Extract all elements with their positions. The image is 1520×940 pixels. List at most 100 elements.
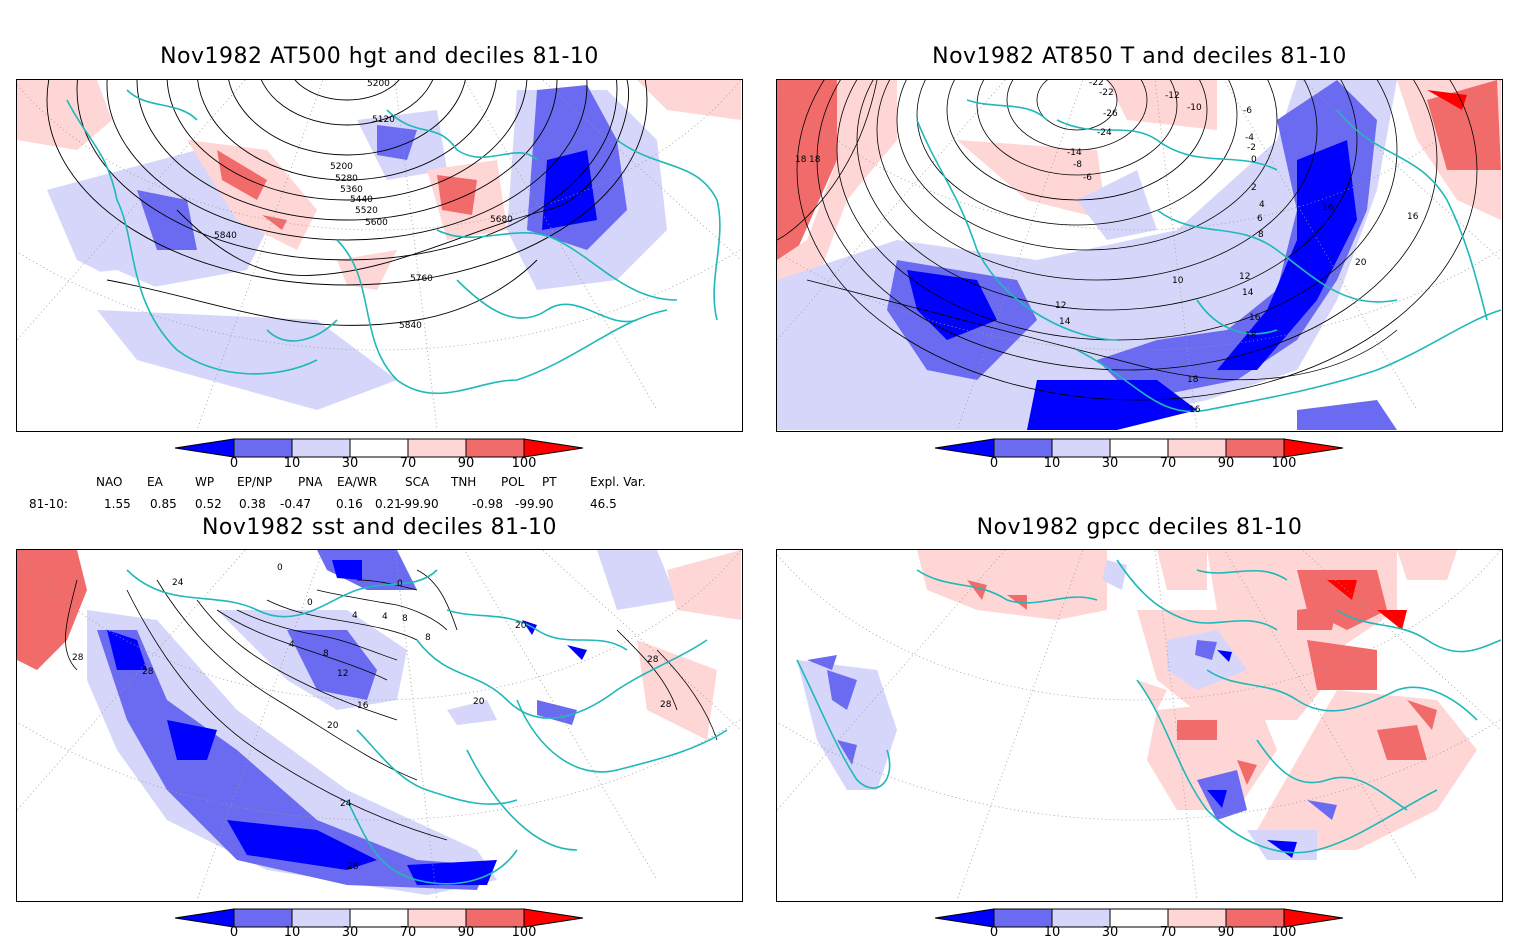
contour-label: 5840: [214, 231, 237, 241]
map-canvas-4: [777, 550, 1501, 900]
map-canvas-2: -22 -22 -26 -12 -10 -6 -24 -14 -8 -6 -4 …: [777, 80, 1501, 430]
cbar-swatch: [349, 438, 409, 458]
index-header: Expl. Var.: [590, 475, 646, 489]
index-header: EA: [147, 475, 163, 489]
colorbar-2-swatches: [934, 438, 1344, 458]
index-value: 0.52: [195, 497, 222, 511]
contour-label: 18: [809, 155, 821, 165]
cbar-tick: 70: [399, 925, 417, 940]
contour-label: 5760: [410, 274, 433, 284]
cbar-swatch: [291, 438, 351, 458]
contour-label: -8: [1073, 160, 1082, 170]
contour-label: 5440: [350, 195, 373, 205]
contour-label: 6: [1257, 214, 1263, 224]
contour-label: 20: [515, 621, 527, 631]
cbar-tick: 100: [1271, 925, 1297, 940]
cbar-swatch: [174, 438, 235, 458]
map-panel-4: [776, 549, 1503, 902]
contour-label: 20: [1355, 258, 1367, 268]
contour-label: 4: [1259, 200, 1265, 210]
contour-label: 0: [397, 579, 403, 589]
contour-label: 28: [660, 700, 672, 710]
cbar-tick: 30: [341, 456, 359, 471]
panel-1-title: Nov1982 AT500 hgt and deciles 81-10: [160, 44, 599, 69]
index-header: PNA: [298, 475, 323, 489]
contour-label: -2: [1247, 143, 1256, 153]
contour-label: 8: [402, 614, 408, 624]
cbar-swatch: [1051, 438, 1111, 458]
cbar-swatch: [1167, 438, 1227, 458]
contour-label: 20: [473, 697, 485, 707]
contour-label: -14: [1067, 148, 1082, 158]
contour-label: 2: [1251, 183, 1257, 193]
contour-label: 18: [1245, 331, 1257, 341]
contour-label: 14: [1059, 317, 1071, 327]
cbar-swatch: [174, 908, 235, 928]
colorbar-3: 0 10 30 70 90 100: [174, 908, 585, 940]
index-value: -0.47: [280, 497, 312, 511]
contour-label: -22: [1089, 80, 1104, 88]
contour-label: 5200: [367, 80, 390, 89]
index-value: 1.55: [104, 497, 131, 511]
cbar-swatch: [1109, 438, 1169, 458]
contour-label: -22: [1099, 88, 1114, 98]
contour-label: 14: [1242, 288, 1254, 298]
cbar-swatch: [1283, 908, 1344, 928]
contour-label: 5200: [330, 162, 353, 172]
contour-label: 16: [1407, 212, 1419, 222]
colorbar-4: 0 10 30 70 90 100: [934, 908, 1345, 940]
index-value: -99.90: [400, 497, 439, 511]
contour-label: 10: [1172, 276, 1184, 286]
panel-2-title: Nov1982 AT850 T and deciles 81-10: [932, 44, 1347, 69]
contour-label: 12: [1055, 301, 1066, 311]
cbar-tick: 70: [1159, 456, 1177, 471]
colorbar-1: 0 10 30 70 90 100: [174, 438, 585, 476]
map-panel-1: 5200 5120 5200 5280 5360 5440 5520 5600 …: [16, 79, 743, 432]
panel-3-title: Nov1982 sst and deciles 81-10: [201, 515, 558, 540]
map-canvas-3: 0 0 0 4 4 8 4 8 12 16 20 20 24 28 28 24 …: [17, 550, 741, 900]
contour-label: 16: [1322, 203, 1334, 213]
contour-label: 16: [1189, 405, 1201, 415]
contour-label: -6: [1083, 173, 1092, 183]
contour-label: -10: [1187, 103, 1202, 113]
contour-label: 5120: [372, 115, 395, 125]
contour-label: 24: [172, 578, 184, 588]
cbar-swatch: [523, 438, 584, 458]
contour-label: -12: [1165, 91, 1180, 101]
cbar-tick: 90: [1217, 456, 1235, 471]
contour-label: 16: [357, 701, 369, 711]
cbar-tick: 100: [511, 456, 537, 471]
contour-label: 5520: [355, 206, 378, 216]
map-panel-2: -22 -22 -26 -12 -10 -6 -24 -14 -8 -6 -4 …: [776, 79, 1503, 432]
cbar-tick: 10: [283, 456, 301, 471]
contour-label: 4: [289, 640, 295, 650]
panel-4-title: Nov1982 gpcc deciles 81-10: [976, 515, 1303, 540]
index-header: SCA: [405, 475, 430, 489]
contour-label: 5840: [399, 321, 422, 331]
colorbar-3-swatches: [174, 908, 584, 928]
cbar-tick: 10: [1043, 456, 1061, 471]
cbar-swatch: [934, 908, 995, 928]
cbar-tick: 90: [457, 456, 475, 471]
contour-label: 18: [1187, 375, 1199, 385]
cbar-tick: 10: [283, 925, 301, 940]
contour-label: 8: [323, 649, 329, 659]
cbar-tick: 30: [1101, 456, 1119, 471]
contour-label: 24: [340, 799, 352, 809]
contour-label: 8: [425, 633, 431, 643]
contour-label: 5680: [490, 215, 513, 225]
cbar-tick: 30: [1101, 925, 1119, 940]
cbar-tick: 100: [1271, 456, 1297, 471]
index-value: 0.38: [239, 497, 266, 511]
cbar-swatch: [993, 438, 1053, 458]
index-header: POL: [501, 475, 525, 489]
colorbar-2: 0 10 30 70 90 100: [934, 438, 1345, 476]
cbar-tick: 100: [511, 925, 537, 940]
index-row-label: 81-10:: [29, 497, 68, 511]
index-header: TNH: [451, 475, 477, 489]
cbar-swatch: [934, 438, 995, 458]
contour-label: -24: [1097, 128, 1112, 138]
cbar-swatch: [233, 438, 293, 458]
cbar-tick: 0: [229, 925, 239, 940]
contour-label: 5280: [335, 174, 358, 184]
